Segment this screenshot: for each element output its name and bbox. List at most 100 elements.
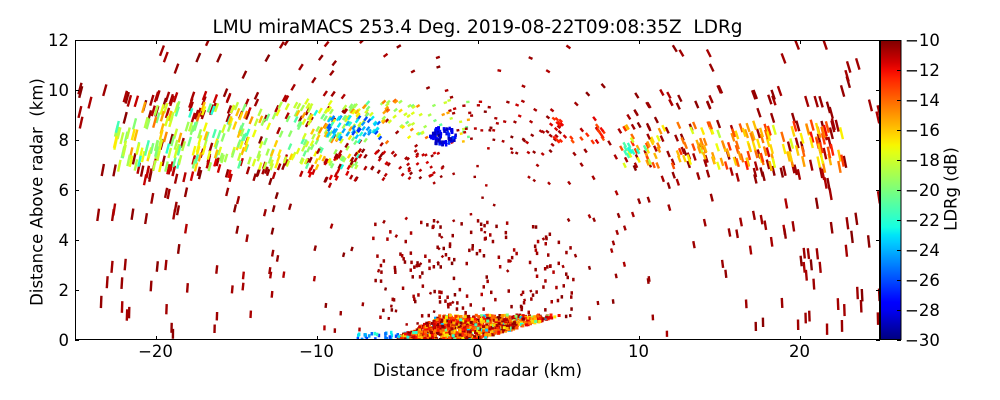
blue-cluster-gate — [432, 136, 435, 141]
center-cloud-layer-gate — [308, 102, 314, 110]
left-cloud-layer-gate — [301, 145, 306, 152]
ground-clutter-gate — [498, 314, 502, 317]
ground-clutter-gate — [523, 316, 527, 320]
background-noise-gate — [727, 228, 732, 237]
background-noise-gate — [583, 148, 588, 154]
center-low-ldr-patch-gate — [360, 120, 366, 127]
background-noise-gate — [78, 85, 84, 99]
center-cloud-layer-gate — [417, 131, 422, 136]
left-cloud-layer-gate — [346, 153, 352, 159]
ground-clutter-gate — [442, 337, 446, 340]
background-noise-gate — [765, 159, 771, 170]
mid-upper-scatter-gate — [532, 150, 537, 154]
ground-clutter-gate — [525, 323, 528, 327]
right-cloud-layer-gate — [790, 125, 796, 137]
ground-clutter-gate — [415, 335, 419, 339]
background-noise-gate — [587, 214, 592, 219]
background-noise-gate — [225, 113, 231, 123]
mid-upper-scatter-gate — [514, 151, 519, 155]
ground-clutter-gate — [477, 315, 481, 319]
center-cloud-layer-gate — [410, 111, 415, 116]
right-cloud-layer-gate — [766, 125, 772, 136]
blue-cluster-gate — [450, 138, 453, 143]
ground-low-ldr-gate — [368, 334, 371, 338]
ground-clutter-gate — [466, 324, 470, 328]
left-cloud-layer-gate — [328, 108, 334, 115]
background-noise-gate — [844, 244, 849, 257]
near-field-noise-gate — [458, 287, 462, 292]
right-layer-dark-red-gate — [659, 135, 665, 143]
background-noise-gate — [100, 163, 106, 177]
near-field-noise-gate — [452, 276, 456, 281]
left-cloud-layer-gate — [235, 107, 241, 117]
right-cloud-layer-gate — [655, 162, 661, 169]
near-field-noise-gate — [482, 285, 485, 289]
ground-clutter-gate — [401, 334, 405, 338]
near-field-noise-gate — [465, 294, 469, 298]
near-field-noise-gate — [557, 261, 560, 266]
ground-clutter-gate — [439, 324, 443, 328]
ground-clutter-gate — [427, 327, 431, 331]
left-layer-top-edge-gate — [201, 90, 208, 101]
mid-upper-scatter-gate — [520, 99, 526, 104]
left-cloud-layer-gate — [345, 145, 350, 151]
right-layer-dark-red-gate — [828, 127, 834, 140]
left-cloud-layer-gate — [210, 105, 216, 116]
center-low-ldr-patch-gate — [362, 131, 367, 138]
ground-clutter-gate — [474, 331, 477, 335]
ground-clutter-gate — [465, 335, 469, 339]
near-field-noise-gate — [409, 231, 413, 235]
background-noise-gate — [523, 298, 527, 302]
left-layer-top-edge-gate — [188, 101, 194, 112]
y-tick-label: 2 — [59, 281, 70, 300]
background-noise-gate — [814, 197, 819, 209]
right-layer-dark-red-gate — [613, 154, 619, 160]
right-cloud-layer-gate — [800, 145, 806, 158]
right-cloud-layer-gate — [820, 126, 826, 139]
near-field-noise-gate — [497, 255, 501, 259]
background-noise-gate — [674, 134, 680, 142]
mid-upper-scatter-gate — [549, 108, 555, 113]
near-field-noise-gate — [486, 220, 489, 225]
right-cloud-layer-gate — [792, 120, 798, 132]
near-field-noise-gate — [412, 294, 415, 299]
colorbar-tick-label: −28 — [905, 301, 940, 320]
right-layer-dark-red-gate — [677, 94, 683, 103]
near-field-noise-gate — [453, 257, 456, 262]
blue-cluster-gate — [451, 129, 454, 133]
near-field-noise-gate — [534, 248, 538, 252]
ground-clutter-gate — [444, 316, 448, 320]
right-layer-dark-red-gate — [664, 126, 670, 134]
right-layer-dark-red-gate — [834, 119, 840, 132]
ground-clutter-gate — [412, 335, 416, 339]
ground-clutter-gate — [407, 333, 411, 337]
near-field-noise-gate — [465, 261, 468, 266]
background-noise-gate — [875, 111, 880, 124]
left-cloud-layer-gate — [236, 152, 242, 162]
ground-clutter-gate — [474, 323, 478, 327]
ground-clutter-gate — [440, 323, 444, 327]
right-layer-low-ldr-region — [622, 141, 648, 159]
ground-clutter-gate — [497, 330, 501, 334]
background-noise-gate — [120, 277, 124, 289]
background-noise-gate — [492, 203, 496, 207]
y-tick-label: 10 — [48, 81, 69, 100]
background-noise-gate — [323, 40, 330, 48]
right-cloud-layer-gate — [801, 155, 806, 168]
left-cloud-layer-gate — [295, 109, 301, 117]
background-noise-gate — [617, 127, 623, 134]
right-cloud-layer-gate — [644, 142, 650, 149]
background-noise-gate — [215, 265, 219, 274]
ground-clutter-gate — [530, 319, 534, 323]
ground-clutter-gate — [505, 316, 509, 320]
ground-clutter-gate — [538, 316, 542, 320]
ground-clutter-gate — [541, 317, 545, 321]
ground-clutter-gate — [462, 330, 466, 334]
left-cloud-layer-gate — [302, 138, 308, 146]
near-field-noise-gate — [439, 225, 442, 229]
background-noise-gate — [671, 44, 678, 53]
background-noise-gate — [686, 160, 692, 169]
center-cloud-layer-gate — [461, 140, 465, 143]
left-cloud-layer-gate — [315, 134, 321, 141]
center-cloud-layer-gate — [347, 134, 353, 141]
